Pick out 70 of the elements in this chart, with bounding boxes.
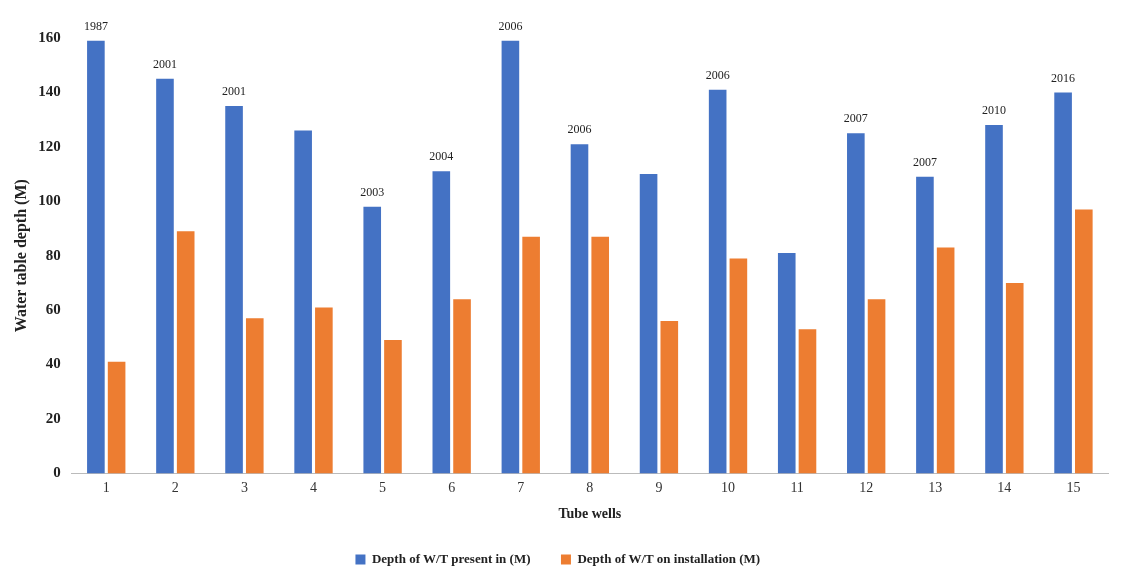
legend-label: Depth of W/T present in (M) bbox=[371, 550, 531, 566]
annotation: 2010 bbox=[982, 103, 1007, 118]
y-tick-label: 120 bbox=[38, 137, 61, 154]
bar bbox=[1005, 282, 1024, 474]
annotation: 2006 bbox=[567, 122, 592, 137]
y-tick-label: 140 bbox=[38, 83, 61, 100]
bar bbox=[985, 125, 1003, 474]
x-tick-label: 14 bbox=[997, 480, 1012, 496]
annotation: 2001 bbox=[222, 84, 247, 99]
bar bbox=[777, 252, 796, 474]
x-tick-label: 2 bbox=[171, 480, 179, 496]
bar bbox=[245, 318, 264, 474]
x-tick-label: 13 bbox=[928, 480, 943, 496]
bar bbox=[916, 176, 934, 474]
annotation: 2001 bbox=[152, 56, 177, 71]
annotation: 1987 bbox=[83, 18, 108, 33]
y-tick-label: 0 bbox=[53, 464, 61, 481]
legend-label: Depth of W/T on installation (M) bbox=[577, 550, 761, 566]
bar bbox=[453, 299, 471, 474]
bar bbox=[1054, 92, 1072, 474]
bar bbox=[315, 307, 333, 474]
x-tick-label: 5 bbox=[379, 480, 387, 496]
bar bbox=[591, 236, 610, 474]
y-tick-label: 20 bbox=[45, 409, 61, 426]
bar bbox=[1075, 209, 1093, 474]
x-tick-label: 8 bbox=[586, 480, 594, 496]
bar bbox=[936, 247, 955, 474]
x-tick-label: 11 bbox=[790, 480, 804, 496]
bar bbox=[87, 40, 105, 474]
x-tick-label: 12 bbox=[859, 480, 874, 496]
bar bbox=[798, 329, 817, 474]
bar bbox=[176, 231, 195, 474]
annotation: 2003 bbox=[360, 184, 385, 199]
y-tick-label: 160 bbox=[38, 28, 61, 45]
annotation: 2006 bbox=[498, 18, 523, 33]
x-tick-label: 15 bbox=[1066, 480, 1081, 496]
y-tick-label: 80 bbox=[45, 246, 61, 263]
bar bbox=[501, 40, 520, 474]
bar bbox=[639, 174, 658, 474]
y-tick-label: 40 bbox=[45, 355, 61, 372]
annotation: 2004 bbox=[429, 149, 454, 164]
annotation: 2007 bbox=[912, 154, 937, 169]
y-tick-label: 100 bbox=[38, 192, 61, 209]
bar bbox=[156, 78, 174, 474]
bar bbox=[660, 321, 679, 474]
bar bbox=[294, 130, 312, 474]
x-tick-label: 6 bbox=[448, 480, 456, 496]
annotation: 2016 bbox=[1051, 70, 1076, 85]
y-tick-label: 60 bbox=[45, 301, 61, 317]
x-axis-title: Tube wells bbox=[558, 506, 622, 522]
bar bbox=[107, 361, 126, 474]
bar bbox=[847, 133, 865, 474]
bar bbox=[708, 89, 727, 474]
bar bbox=[570, 144, 589, 474]
x-tick-label: 4 bbox=[310, 480, 317, 496]
bar bbox=[522, 236, 540, 474]
x-tick-label: 10 bbox=[721, 480, 736, 496]
bar bbox=[363, 206, 382, 474]
x-tick-label: 9 bbox=[655, 480, 663, 496]
bar bbox=[729, 258, 748, 474]
y-axis-title: Water table depth (M) bbox=[11, 179, 30, 333]
x-tick-label: 1 bbox=[102, 480, 110, 496]
bar bbox=[225, 106, 243, 474]
annotation: 2007 bbox=[843, 111, 868, 126]
x-tick-label: 7 bbox=[517, 480, 525, 496]
bar bbox=[432, 171, 451, 474]
annotation: 2006 bbox=[705, 67, 730, 82]
bar bbox=[384, 340, 402, 474]
x-tick-label: 3 bbox=[240, 480, 248, 496]
bar bbox=[867, 299, 886, 474]
